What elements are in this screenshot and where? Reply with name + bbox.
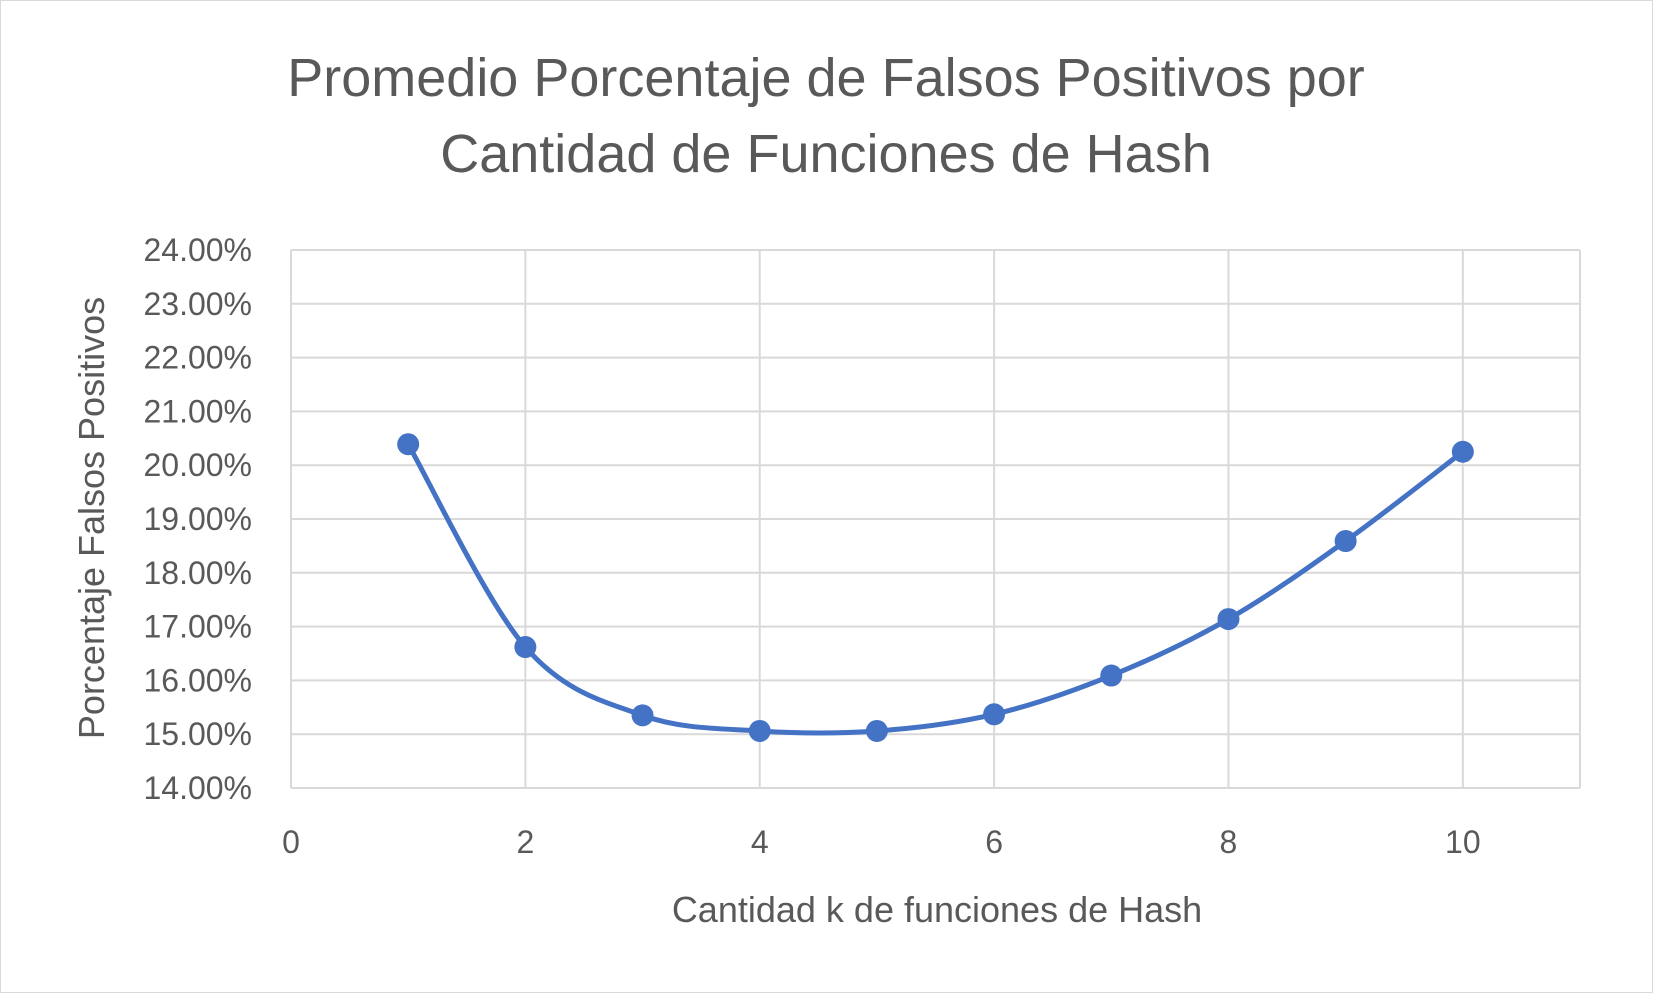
x-tick-label: 8 (1220, 824, 1238, 860)
data-point-marker (865, 719, 888, 742)
data-point-marker (1100, 664, 1123, 687)
y-tick-label: 22.00% (143, 340, 252, 376)
y-tick-label: 23.00% (143, 286, 252, 322)
data-point-marker (514, 636, 537, 659)
chart-title: Promedio Porcentaje de Falsos Positivos … (287, 48, 1365, 184)
data-point-marker (631, 704, 654, 727)
data-point-marker (1217, 608, 1240, 631)
y-tick-label: 14.00% (143, 770, 252, 806)
data-point-marker (748, 719, 771, 742)
x-axis-tick-labels: 0 2 4 6 8 10 (282, 824, 1481, 860)
x-axis-title: Cantidad k de funciones de Hash (672, 889, 1202, 930)
y-tick-label: 24.00% (143, 232, 252, 268)
data-point-marker (397, 433, 420, 456)
y-axis-title: Porcentaje Falsos Positivos (71, 297, 112, 739)
y-axis-tick-labels: 14.00% 15.00% 16.00% 17.00% 18.00% 19.00% 20.0… (143, 232, 252, 806)
y-tick-label: 15.00% (143, 716, 252, 752)
series-line (405, 441, 1466, 736)
gridlines (290, 249, 1581, 789)
chart-title-line-2: Cantidad de Funciones de Hash (440, 124, 1212, 184)
data-point-marker (1334, 530, 1357, 553)
y-tick-label: 16.00% (143, 662, 252, 698)
data-series (397, 433, 1474, 742)
data-point-marker (1451, 440, 1474, 463)
chart-title-line-1: Promedio Porcentaje de Falsos Positivos … (287, 48, 1365, 108)
y-tick-label: 19.00% (143, 501, 252, 537)
x-tick-label: 10 (1445, 824, 1481, 860)
y-tick-label: 18.00% (143, 555, 252, 591)
x-tick-label: 0 (282, 824, 300, 860)
y-tick-label: 21.00% (143, 393, 252, 429)
y-tick-label: 17.00% (143, 609, 252, 645)
x-tick-label: 2 (516, 824, 534, 860)
x-tick-label: 4 (751, 824, 769, 860)
data-point-marker (983, 703, 1006, 726)
y-tick-label: 20.00% (143, 447, 252, 483)
x-tick-label: 6 (985, 824, 1003, 860)
